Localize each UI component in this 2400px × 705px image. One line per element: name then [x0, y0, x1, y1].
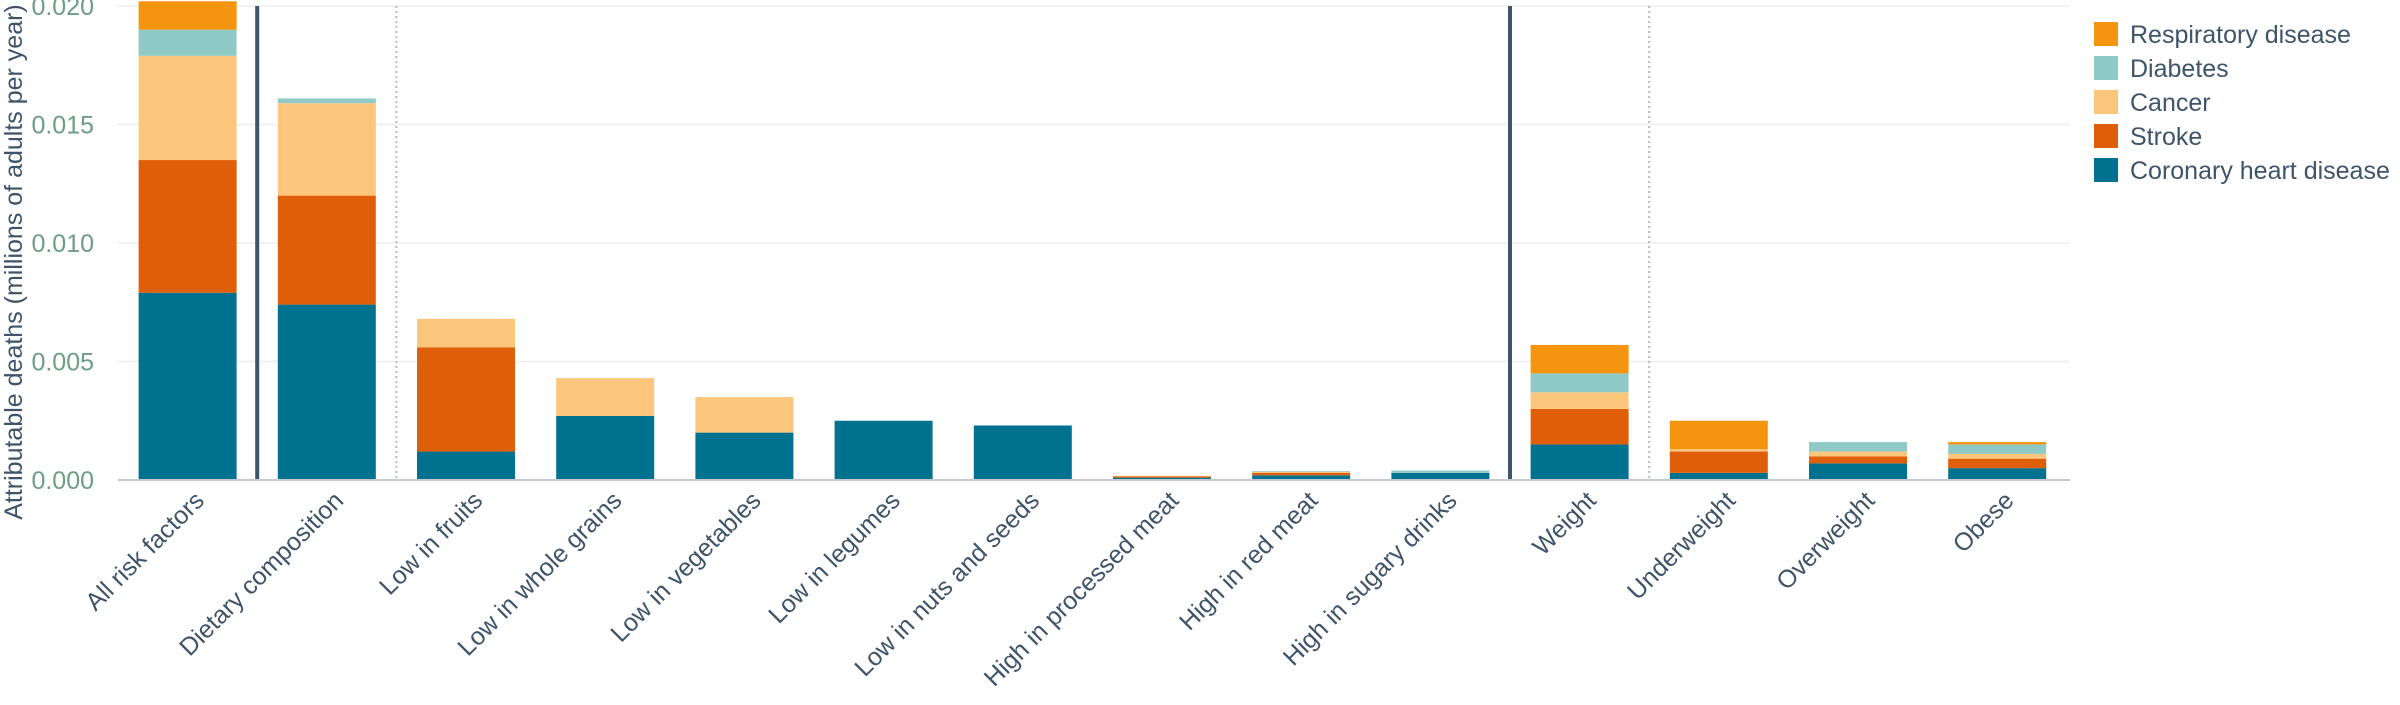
legend-label: Cancer [2130, 89, 2211, 117]
x-tick-label: Low in vegetables [605, 486, 766, 647]
bar-segment-stroke [1530, 408, 1629, 445]
bar-segment-coronary-heart-disease [138, 292, 237, 480]
legend-label: Stroke [2130, 123, 2202, 151]
bar-segment-coronary-heart-disease [1809, 463, 1907, 480]
bar-segment-cancer [1252, 471, 1351, 473]
bar-segment-cancer [417, 318, 515, 348]
bar-segment-diabetes [138, 29, 237, 56]
legend-swatch [2094, 56, 2118, 80]
x-tick-label: Weight [1527, 486, 1602, 561]
bar-stack [973, 425, 1072, 480]
bar-segment-stroke [138, 160, 237, 293]
bar-segment-diabetes [1391, 470, 1490, 473]
bar-segment-respiratory-disease [1530, 344, 1629, 374]
bar-stack [1391, 470, 1490, 480]
x-tick-label: Obese [1948, 486, 2020, 558]
bar-stack [834, 420, 933, 480]
x-tick-label: All risk factors [80, 486, 210, 616]
bar-segment-stroke [1948, 458, 2047, 469]
y-tick-label: 0.005 [31, 349, 94, 377]
x-tick-label: Low in legumes [763, 486, 906, 629]
legend-item: Stroke [2094, 123, 2202, 151]
bar-segment-diabetes [1948, 444, 2047, 454]
bar-segment-cancer [1948, 453, 2047, 459]
bar-segment-coronary-heart-disease [1391, 472, 1490, 480]
bar-segment-coronary-heart-disease [1252, 475, 1351, 480]
y-tick-label: 0.000 [31, 467, 94, 495]
bar-segment-diabetes [1530, 373, 1629, 393]
y-axis-title: Attributable deaths (millions of adults … [0, 4, 28, 520]
legend-item: Diabetes [2094, 55, 2229, 83]
legend-label: Coronary heart disease [2130, 157, 2390, 185]
bar-segment-respiratory-disease [138, 1, 237, 30]
bar-stack [1530, 344, 1629, 480]
bar-stack [695, 397, 794, 480]
y-tick-label: 0.020 [31, 0, 94, 21]
x-tick-label: High in red meat [1174, 486, 1324, 636]
group-divider-layer [255, 6, 1651, 480]
bar-segment-coronary-heart-disease [556, 416, 655, 480]
y-tick-label: 0.015 [31, 112, 94, 140]
y-tick-label: 0.010 [31, 230, 94, 258]
legend-swatch [2094, 158, 2118, 182]
bar-segment-diabetes [277, 98, 376, 104]
bar-segment-cancer [556, 378, 655, 417]
bar-segment-cancer [138, 55, 237, 161]
bar-stack [417, 318, 515, 480]
bar-segment-cancer [1530, 392, 1629, 409]
bar-segment-coronary-heart-disease [1669, 472, 1768, 480]
bar-segment-cancer [277, 103, 376, 196]
bar-segment-coronary-heart-disease [1113, 477, 1211, 480]
bar-segment-coronary-heart-disease [695, 432, 794, 480]
legend: Respiratory disease Diabetes Cancer Stroke C… [2094, 21, 2390, 185]
bar-segment-diabetes [1809, 442, 1907, 452]
bar-segment-coronary-heart-disease [834, 420, 933, 480]
bar-stack [1113, 475, 1211, 480]
bar-stack [556, 378, 655, 480]
bar-stack [277, 98, 376, 480]
bar-segment-stroke [1809, 456, 1907, 464]
legend-label: Respiratory disease [2130, 21, 2351, 49]
x-tick-label: Overweight [1771, 486, 1880, 595]
bar-segment-coronary-heart-disease [1530, 444, 1629, 480]
legend-swatch [2094, 22, 2118, 46]
bar-layer [138, 1, 2047, 480]
bar-segment-stroke [1113, 476, 1211, 478]
grid-layer [118, 5, 2070, 363]
bar-segment-stroke [277, 195, 376, 305]
bar-stack [1809, 442, 1907, 480]
bar-segment-stroke [1252, 472, 1351, 476]
bar-stack [1252, 470, 1351, 480]
legend-swatch [2094, 90, 2118, 114]
bar-segment-cancer [1809, 451, 1907, 457]
bar-segment-cancer [1113, 475, 1211, 477]
bar-stack [1669, 420, 1768, 480]
legend-item: Coronary heart disease [2094, 157, 2390, 185]
bar-segment-coronary-heart-disease [417, 451, 515, 480]
legend-item: Cancer [2094, 89, 2211, 117]
legend-swatch [2094, 124, 2118, 148]
bar-segment-cancer [695, 397, 794, 433]
x-tick-label: Low in fruits [374, 486, 488, 600]
x-tick-label: Underweight [1622, 486, 1741, 605]
bar-segment-cancer [1669, 449, 1768, 452]
legend-item: Respiratory disease [2094, 21, 2351, 49]
bar-segment-coronary-heart-disease [1948, 468, 2047, 480]
bar-stack [1948, 442, 2047, 480]
bar-segment-respiratory-disease [1948, 442, 2047, 445]
bar-segment-diabetes [1252, 470, 1351, 472]
bar-segment-stroke [1669, 451, 1768, 473]
bar-segment-respiratory-disease [1669, 420, 1768, 450]
bar-stack [138, 1, 237, 480]
bar-segment-coronary-heart-disease [277, 304, 376, 480]
bar-segment-coronary-heart-disease [973, 425, 1072, 480]
bar-segment-stroke [417, 347, 515, 452]
legend-label: Diabetes [2130, 55, 2229, 83]
